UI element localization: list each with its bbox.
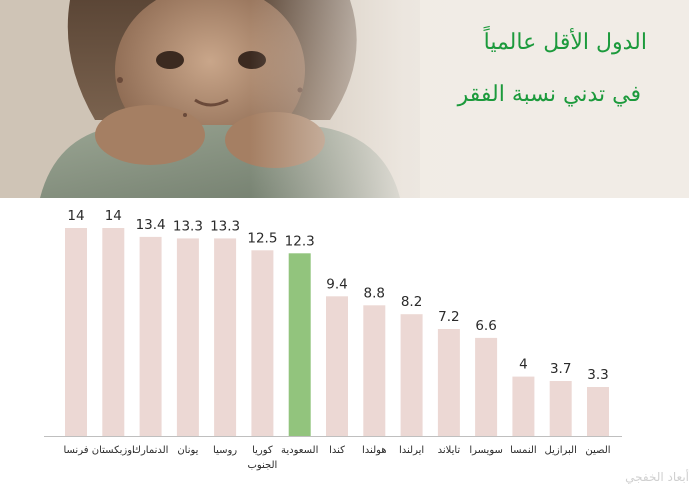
bar-3: [176, 238, 199, 436]
bar-5: [251, 250, 274, 436]
bar-9: [400, 314, 423, 436]
category-label-9: ايرلندا: [399, 445, 424, 456]
bar-13: [549, 381, 572, 436]
bar-chart: 14 فرنسا 14 اوزبكستان 13.4 الدنمارك 13.3 يونان 1…: [44, 208, 622, 471]
value-label-2: 13.4: [136, 217, 166, 233]
category-label-3: يونان: [177, 445, 198, 456]
category-label-4: روسيا: [213, 445, 237, 456]
watermark: أبعاد الخفجي: [625, 470, 689, 484]
value-label-8: 8.8: [364, 285, 385, 301]
bar-0: [65, 228, 87, 436]
bar-8: [363, 305, 386, 436]
category-label-6: السعودية: [281, 445, 318, 456]
value-label-12: 4: [519, 357, 528, 373]
value-label-11: 6.6: [475, 318, 496, 334]
bar-4: [214, 238, 237, 436]
category-label-11: سويسرا: [469, 445, 503, 456]
chart-title-line-1: الدول الأقل عالمياً: [483, 30, 647, 55]
bar-12: [512, 376, 535, 436]
bar-2: [139, 236, 162, 436]
value-label-7: 9.4: [326, 276, 347, 292]
hero-banner: الدول الأقل عالمياً في تدني نسبة الفقر: [0, 0, 689, 198]
category-label-0: فرنسا: [63, 445, 88, 456]
value-label-5: 12.5: [247, 230, 277, 246]
category-label-13: البرازيل: [545, 445, 577, 456]
category-label-5: كوريا الجنوب: [247, 445, 277, 471]
bar-14: [587, 387, 609, 436]
value-label-14: 3.3: [587, 367, 608, 383]
category-label-10: تايلاند: [438, 445, 461, 456]
bar-11: [475, 337, 498, 436]
category-label-7: كندا: [329, 445, 345, 456]
value-label-6: 12.3: [285, 233, 315, 249]
value-label-0: 14: [67, 208, 84, 224]
bar-7: [326, 296, 348, 436]
category-label-14: الصين: [585, 445, 610, 456]
hero-fade: [250, 0, 689, 198]
value-label-10: 7.2: [438, 309, 459, 325]
value-label-9: 8.2: [401, 294, 422, 310]
category-label-2: الدنمارك: [133, 445, 169, 456]
bar-6: [288, 253, 311, 436]
value-label-3: 13.3: [173, 218, 203, 234]
bar-1: [102, 228, 125, 436]
category-label-8: هولندا: [362, 445, 387, 456]
value-label-4: 13.3: [210, 218, 240, 234]
bar-10: [437, 329, 460, 436]
value-label-1: 14: [105, 208, 122, 224]
value-label-13: 3.7: [550, 361, 571, 377]
category-label-12: النمسا: [510, 445, 537, 456]
category-label-1: اوزبكستان: [92, 445, 135, 456]
chart-title-line-2: في تدني نسبة الفقر: [457, 82, 641, 107]
